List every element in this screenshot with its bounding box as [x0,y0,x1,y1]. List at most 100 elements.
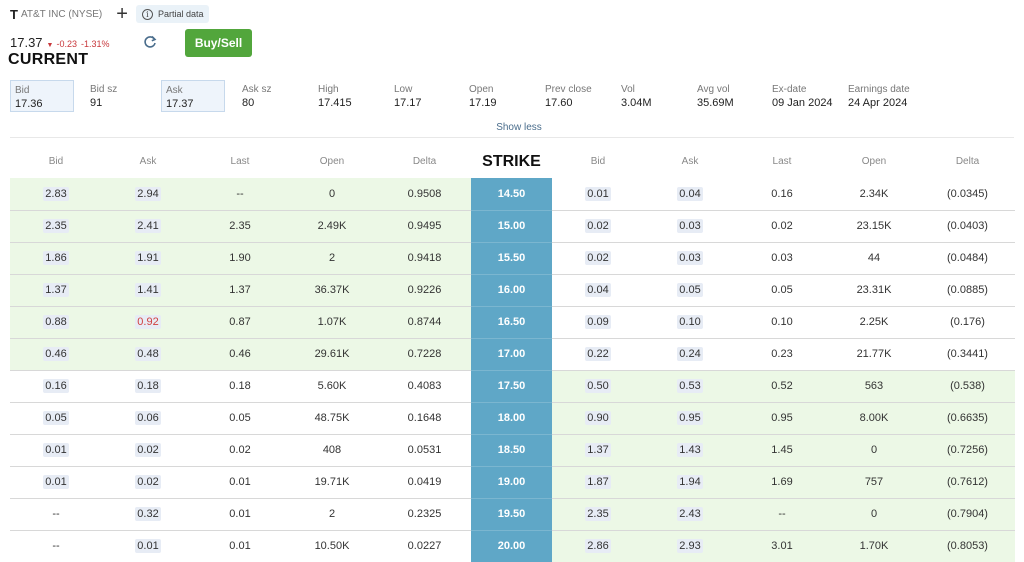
put-ask-cell[interactable]: 0.04 [644,178,736,211]
stat-ask[interactable]: Ask 17.37 [161,80,225,112]
put-bid-cell[interactable]: 0.04 [552,274,644,307]
put-bid-value[interactable]: 1.37 [585,443,611,457]
call-bid-cell[interactable]: 1.86 [10,242,102,275]
call-bid-cell[interactable]: 0.16 [10,370,102,403]
call-bid-cell[interactable]: 0.01 [10,466,102,499]
put-ask-value[interactable]: 2.43 [677,507,703,521]
call-bid-value[interactable]: 0.05 [43,411,69,425]
call-bid-cell[interactable]: 0.01 [10,434,102,467]
call-ask-value[interactable]: 0.02 [135,443,161,457]
put-bid-cell[interactable]: 0.22 [552,338,644,371]
put-ask-cell[interactable]: 0.24 [644,338,736,371]
put-bid-value[interactable]: 0.09 [585,315,611,329]
call-ask-cell[interactable]: 0.06 [102,402,194,435]
put-bid-cell[interactable]: 0.02 [552,242,644,275]
put-ask-value[interactable]: 1.94 [677,475,703,489]
put-ask-value[interactable]: 0.95 [677,411,703,425]
call-bid-value[interactable]: 0.01 [43,443,69,457]
call-ask-value[interactable]: 0.18 [135,379,161,393]
put-ask-cell[interactable]: 0.53 [644,370,736,403]
put-ask-value[interactable]: 0.05 [677,283,703,297]
call-ask-value[interactable]: 1.41 [135,283,161,297]
put-ask-cell[interactable]: 0.10 [644,306,736,339]
call-ask-cell[interactable]: 0.02 [102,466,194,499]
put-ask-value[interactable]: 0.10 [677,315,703,329]
call-bid-cell[interactable]: 0.88 [10,306,102,339]
call-bid-value[interactable]: 2.83 [43,186,69,201]
call-ask-cell[interactable]: 2.41 [102,210,194,243]
call-bid-cell[interactable]: 2.83 [10,178,102,211]
put-bid-value[interactable]: 2.35 [585,507,611,521]
put-ask-value[interactable]: 2.93 [677,539,703,553]
put-ask-value[interactable]: 0.03 [677,219,703,233]
call-ask-cell[interactable]: 0.48 [102,338,194,371]
call-ask-value[interactable]: 1.91 [135,251,161,265]
call-ask-cell[interactable]: 0.92 [102,306,194,339]
put-bid-value[interactable]: 0.02 [585,219,611,233]
call-bid-cell[interactable]: 2.35 [10,210,102,243]
put-ask-cell[interactable]: 1.94 [644,466,736,499]
put-ask-value[interactable]: 0.53 [677,379,703,393]
put-ask-cell[interactable]: 2.43 [644,498,736,531]
call-ask-cell[interactable]: 1.91 [102,242,194,275]
ticker-name[interactable]: AT&T INC (NYSE) [20,8,103,20]
call-ask-value[interactable]: 0.06 [135,411,161,425]
put-bid-cell[interactable]: 0.02 [552,210,644,243]
buy-sell-button[interactable]: Buy/Sell [185,29,252,57]
put-ask-cell[interactable]: 0.95 [644,402,736,435]
call-bid-value[interactable]: 1.86 [43,251,69,265]
call-ask-cell[interactable]: 0.01 [102,530,194,562]
put-bid-cell[interactable]: 0.90 [552,402,644,435]
call-ask-cell[interactable]: 0.18 [102,370,194,403]
add-icon[interactable]: + [116,3,128,25]
put-ask-cell[interactable]: 0.03 [644,210,736,243]
put-bid-cell[interactable]: 0.09 [552,306,644,339]
call-ask-value[interactable]: 2.94 [135,186,161,201]
call-ask-value[interactable]: 0.32 [135,507,161,521]
put-ask-value[interactable]: 0.03 [677,251,703,265]
call-bid-value[interactable]: 0.01 [43,475,69,489]
call-ask-cell[interactable]: 0.32 [102,498,194,531]
call-bid-value[interactable]: 0.88 [43,315,69,329]
call-ask-value[interactable]: 0.02 [135,475,161,489]
put-ask-value[interactable]: 0.24 [677,347,703,361]
put-bid-value[interactable]: 2.86 [585,539,611,553]
put-bid-value[interactable]: 0.50 [585,379,611,393]
put-bid-cell[interactable]: 0.01 [552,178,644,211]
put-bid-value[interactable]: 0.04 [585,283,611,297]
put-ask-cell[interactable]: 2.93 [644,530,736,562]
call-ask-value[interactable]: 2.41 [135,219,161,233]
put-ask-cell[interactable]: 0.05 [644,274,736,307]
put-bid-value[interactable]: 0.22 [585,347,611,361]
refresh-icon[interactable] [142,34,158,50]
call-bid-cell[interactable]: 0.05 [10,402,102,435]
put-ask-value[interactable]: 0.04 [677,186,703,201]
put-bid-value[interactable]: 0.01 [585,186,611,201]
put-ask-value[interactable]: 1.43 [677,443,703,457]
put-ask-cell[interactable]: 0.03 [644,242,736,275]
call-bid-value[interactable]: 1.37 [43,283,69,297]
put-bid-cell[interactable]: 0.50 [552,370,644,403]
put-ask-cell[interactable]: 1.43 [644,434,736,467]
call-ask-cell[interactable]: 2.94 [102,178,194,211]
put-bid-value[interactable]: 0.90 [585,411,611,425]
put-bid-cell[interactable]: 1.87 [552,466,644,499]
call-bid-value[interactable]: 0.16 [43,379,69,393]
call-bid-cell[interactable]: 0.46 [10,338,102,371]
show-less-link[interactable]: Show less [496,122,542,133]
call-bid-cell[interactable]: 1.37 [10,274,102,307]
partial-data-badge[interactable]: i Partial data [135,5,210,23]
put-bid-value[interactable]: 1.87 [585,475,611,489]
call-ask-value[interactable]: 0.01 [135,539,161,553]
put-bid-cell[interactable]: 2.35 [552,498,644,531]
put-bid-value[interactable]: 0.02 [585,251,611,265]
call-ask-cell[interactable]: 0.02 [102,434,194,467]
call-ask-value[interactable]: 0.48 [135,347,161,361]
call-bid-value[interactable]: 0.46 [43,347,69,361]
call-bid-value[interactable]: 2.35 [43,219,69,233]
put-bid-cell[interactable]: 2.86 [552,530,644,562]
call-ask-value[interactable]: 0.92 [135,315,161,329]
call-ask-cell[interactable]: 1.41 [102,274,194,307]
stat-bid[interactable]: Bid 17.36 [10,80,74,112]
put-bid-cell[interactable]: 1.37 [552,434,644,467]
